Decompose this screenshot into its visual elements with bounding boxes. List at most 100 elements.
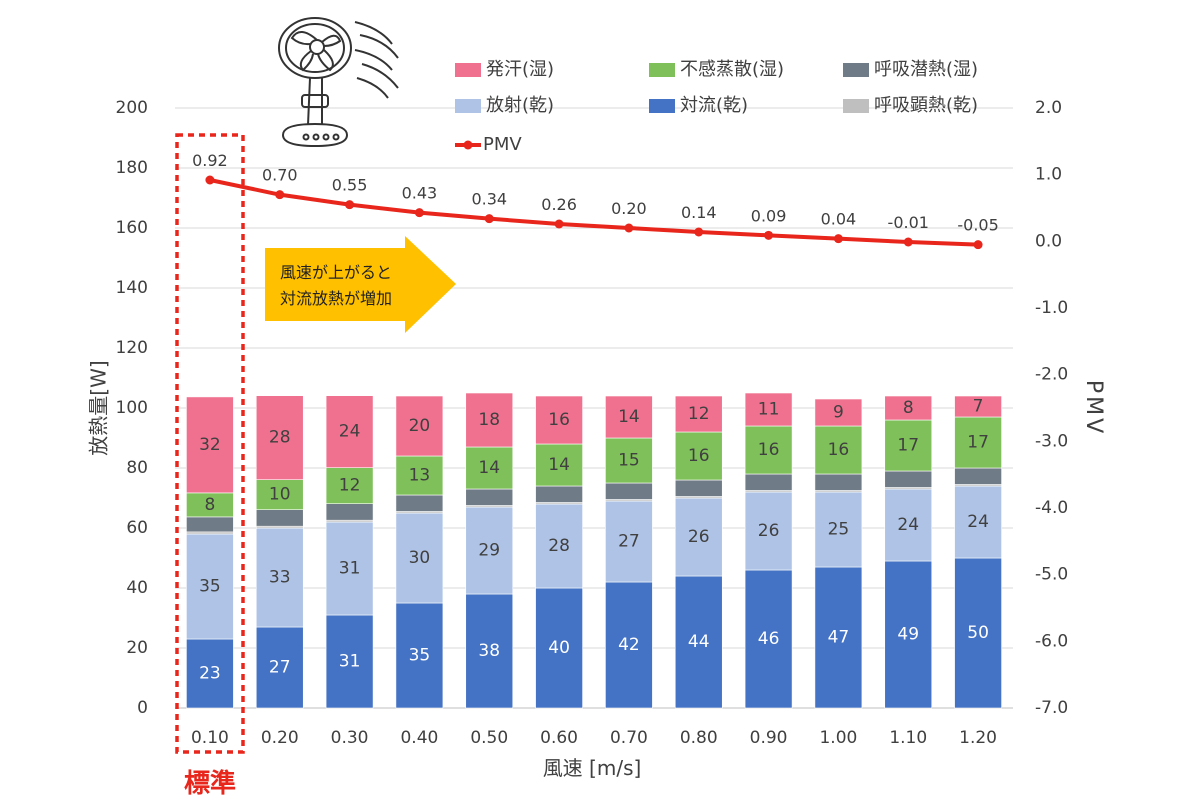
pmv-data-label: -0.01 — [888, 213, 929, 232]
bar-segment — [884, 560, 933, 709]
x-tick-label: 0.70 — [610, 728, 648, 748]
bar-data-label: 16 — [758, 440, 780, 460]
bar-segment — [255, 509, 304, 527]
bar-segment — [255, 626, 304, 709]
y2-axis-title: PMV — [1081, 380, 1106, 436]
bar-segment — [744, 473, 793, 491]
bar-data-label: 25 — [828, 520, 850, 540]
y-tick-label: 100 — [116, 398, 148, 418]
pmv-data-label: 0.43 — [402, 184, 438, 203]
bar-data-label: 27 — [618, 532, 640, 552]
pmv-data-label: 0.26 — [541, 195, 577, 214]
pmv-point — [624, 223, 634, 233]
bar-segment — [325, 467, 374, 505]
pmv-point — [345, 200, 355, 210]
bar-segment — [186, 531, 234, 535]
bar-data-label: 27 — [269, 658, 291, 678]
bar-segment — [954, 467, 1002, 485]
x-tick-label: 1.20 — [959, 728, 997, 748]
bar-data-label: 44 — [688, 632, 710, 652]
pmv-line-series: 0.92 0.70 0.55 0.43 0.34 0.26 0.20 0.14 0.09 0.04… — [192, 151, 999, 250]
y2-tick-label: -5.0 — [1035, 565, 1068, 585]
y-axis-title: 放熱量[W] — [87, 360, 111, 455]
bar-segment — [814, 398, 863, 427]
bar-segment — [325, 503, 374, 521]
bar-data-label: 16 — [828, 440, 850, 460]
legend-swatch — [843, 99, 869, 113]
pmv-point — [275, 190, 285, 200]
bar-segment — [674, 395, 723, 433]
y-tick-label: 160 — [116, 218, 148, 238]
y2-tick-label: 0.0 — [1035, 231, 1062, 251]
y-tick-label: 60 — [126, 518, 148, 538]
pmv-data-label: 0.34 — [471, 190, 507, 209]
legend-label: PMV — [483, 134, 522, 155]
bar-data-label: 28 — [269, 428, 291, 448]
x-tick-label: 0.60 — [540, 728, 578, 748]
bar-data-label: 12 — [339, 476, 361, 496]
bar-data-label: 40 — [548, 638, 570, 658]
bar-data-label: 7 — [973, 397, 984, 417]
bar-segment — [186, 492, 234, 518]
y-tick-label: 20 — [126, 638, 148, 658]
bar-segment — [814, 566, 863, 709]
bar-segment — [605, 482, 653, 500]
bar-segment — [814, 473, 863, 491]
pmv-line — [209, 178, 979, 247]
bar-segment — [186, 396, 234, 494]
y2-tick-label: -3.0 — [1035, 431, 1068, 451]
bar-segment — [605, 581, 653, 709]
bar-segment — [605, 437, 653, 484]
bar-data-label: 31 — [339, 559, 361, 579]
bar-segment — [814, 491, 863, 568]
y2-tick-label: 2.0 — [1035, 98, 1062, 118]
pmv-point — [205, 175, 215, 185]
bar-data-label: 14 — [478, 458, 500, 478]
bar-segment — [954, 485, 1002, 559]
bar-segment — [395, 494, 444, 512]
x-tick-label: 0.40 — [400, 728, 438, 748]
y-tick-label: 0 — [137, 698, 148, 718]
y2-tick-label: -2.0 — [1035, 365, 1068, 385]
bar-series — [186, 392, 1002, 709]
bar-data-label: 9 — [833, 403, 844, 423]
y-tick-label: 140 — [116, 278, 148, 298]
bar-segment — [465, 506, 514, 595]
legend-swatch — [455, 99, 481, 113]
pmv-data-label: 0.70 — [262, 166, 298, 185]
bar-data-label: 33 — [269, 568, 291, 588]
bar-data-label: 23 — [199, 664, 221, 684]
y2-tick-label: -7.0 — [1035, 698, 1068, 718]
legend-label: 呼吸顕熱(乾) — [874, 95, 978, 116]
bar-data-label: 14 — [548, 455, 570, 475]
bar-data-label: 28 — [548, 536, 570, 556]
bar-data-label: 30 — [409, 548, 431, 568]
bar-data-label: 8 — [205, 495, 216, 515]
bar-segment — [674, 497, 723, 577]
bar-segment — [325, 521, 374, 616]
pmv-point — [484, 214, 494, 224]
y-tick-label: 120 — [116, 338, 148, 358]
bar-segment — [535, 503, 583, 589]
bar-segment — [744, 392, 793, 427]
y2-tick-label: -4.0 — [1035, 498, 1068, 518]
right-axis-ticks: -7.0 -6.0 -5.0 -4.0 -3.0 -2.0 -1.0 0.0 1.0 2.0 — [1035, 98, 1068, 718]
bar-data-label: 20 — [409, 416, 431, 436]
bar-data-label: 46 — [758, 629, 780, 649]
y2-tick-label: -6.0 — [1035, 631, 1068, 651]
bar-data-label: 16 — [548, 410, 570, 430]
pmv-point — [414, 208, 424, 218]
bar-data-label: 15 — [618, 451, 640, 471]
bar-segment — [884, 488, 933, 562]
pmv-data-label: 0.20 — [611, 199, 647, 218]
pmv-data-label: 0.09 — [751, 206, 787, 225]
legend-label: 対流(乾) — [680, 95, 748, 116]
legend-swatch — [649, 99, 675, 113]
bar-segment — [395, 455, 444, 496]
standard-label: 標準 — [184, 768, 236, 799]
bar-data-label: 49 — [897, 625, 919, 645]
bar-segment — [255, 395, 304, 481]
y-tick-label: 180 — [116, 158, 148, 178]
bar-data-label: 12 — [688, 404, 710, 424]
